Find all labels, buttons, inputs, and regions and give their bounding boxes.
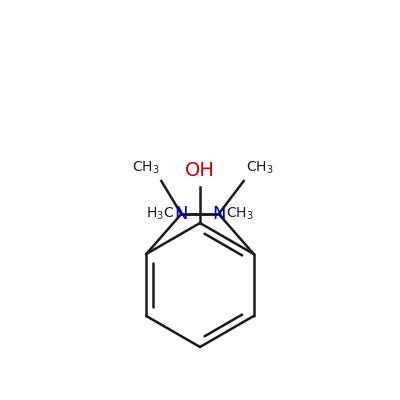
Text: CH$_3$: CH$_3$ (226, 206, 254, 222)
Text: H$_3$C: H$_3$C (146, 206, 174, 222)
Text: CH$_3$: CH$_3$ (246, 160, 273, 176)
Text: N: N (212, 205, 226, 223)
Text: CH$_3$: CH$_3$ (132, 160, 159, 176)
Text: OH: OH (185, 161, 215, 180)
Text: N: N (174, 205, 188, 223)
